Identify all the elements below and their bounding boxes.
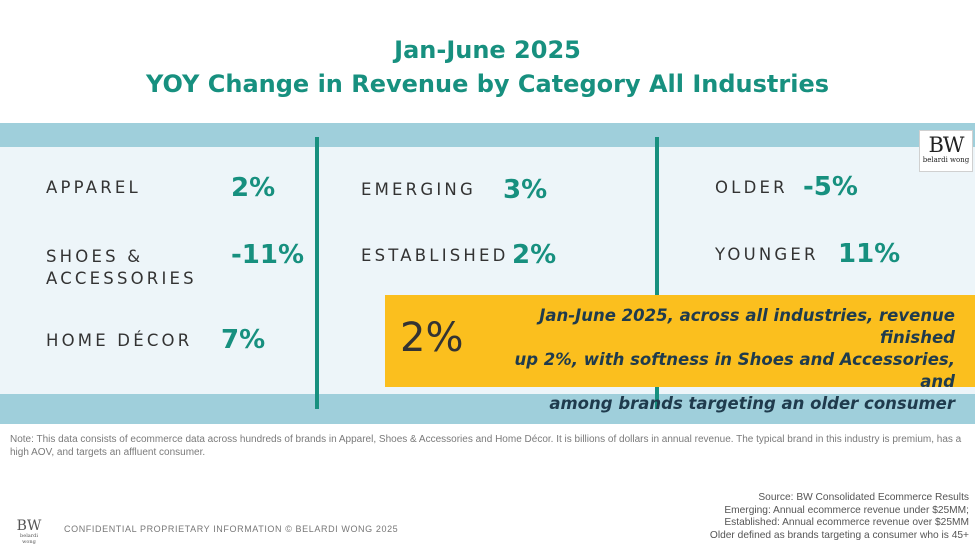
source-line-4: Older defined as brands targeting a cons…: [709, 529, 969, 541]
data-note: Note: This data consists of ecommerce da…: [10, 434, 962, 458]
younger-value: 11%: [838, 239, 901, 269]
title-line-2: YOY Change in Revenue by Category All In…: [145, 70, 830, 98]
older-value: -5%: [803, 172, 858, 202]
bottom-band: [0, 394, 975, 424]
callout-big-value: 2%: [400, 315, 464, 361]
column-divider-1: [315, 137, 319, 409]
confidential-notice: CONFIDENTIAL PROPRIETARY INFORMATION © B…: [64, 524, 399, 534]
title-line-1: Jan-June 2025: [394, 36, 581, 64]
footer-logo: BW belardi wong: [13, 519, 45, 545]
source-line-2: Emerging: Annual ecommerce revenue under…: [724, 504, 969, 516]
source-line-1: Source: BW Consolidated Ecommerce Result…: [758, 492, 969, 503]
shoes-value: -11%: [231, 240, 305, 270]
established-label: ESTABLISHED: [361, 246, 509, 265]
footer-logo-name: belardi wong: [20, 533, 38, 545]
source-block: Source: BW Consolidated Ecommerce Result…: [589, 492, 969, 542]
shoes-label-line1: SHOES &: [46, 247, 144, 266]
column-divider-2: [655, 137, 659, 409]
older-label: OLDER: [715, 178, 788, 197]
apparel-label: APPAREL: [46, 178, 141, 197]
callout-line-2: up 2%, with softness in Shoes and Access…: [514, 350, 955, 391]
home-decor-value: 7%: [221, 325, 266, 355]
summary-callout: 2% Jan-June 2025, across all industries,…: [385, 295, 975, 413]
shoes-label-line2: ACCESSORIES: [46, 269, 197, 288]
home-decor-label: HOME DÉCOR: [46, 331, 193, 350]
logo-initials: BW: [928, 133, 964, 157]
emerging-value: 3%: [503, 175, 548, 205]
source-line-3: Established: Annual ecommerce revenue ov…: [724, 517, 969, 528]
footer-logo-initials: BW: [16, 518, 42, 534]
younger-label: YOUNGER: [715, 245, 819, 264]
apparel-value: 2%: [231, 173, 276, 203]
logo-name: belardi wong: [922, 156, 970, 164]
top-band: [0, 123, 975, 147]
established-value: 2%: [512, 240, 557, 270]
callout-line-3: among brands targeting an older consumer: [549, 394, 955, 413]
callout-line-1: Jan-June 2025, across all industries, re…: [539, 306, 955, 347]
belardi-wong-logo: BW belardi wong: [919, 130, 973, 172]
callout-text: Jan-June 2025, across all industries, re…: [485, 305, 955, 415]
emerging-label: EMERGING: [361, 180, 476, 199]
